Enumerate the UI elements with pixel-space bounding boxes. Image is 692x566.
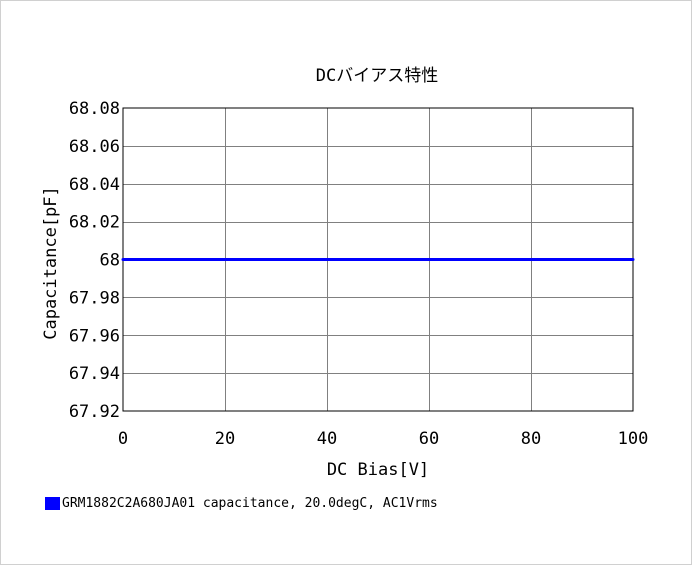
data-point: [325, 258, 329, 261]
grid-lines: [123, 108, 633, 411]
y-tick-label: 67.98: [69, 288, 120, 308]
x-tick-label: 100: [618, 429, 649, 449]
y-tick-label: 67.92: [69, 402, 120, 422]
x-tick-label: 20: [215, 429, 235, 449]
x-axis-ticks: 0 20 40 60 80 100: [118, 429, 648, 449]
data-point: [376, 258, 380, 261]
x-tick-label: 60: [419, 429, 439, 449]
x-tick-label: 80: [521, 429, 541, 449]
data-point: [529, 258, 533, 261]
data-point: [274, 258, 278, 261]
y-axis-label: Capacitance[pF]: [41, 186, 61, 340]
y-tick-label: 68.04: [69, 175, 120, 195]
chart-title: DCバイアス特性: [316, 66, 438, 86]
series-layer: [121, 258, 635, 261]
data-point: [223, 258, 227, 261]
data-point: [631, 258, 635, 261]
legend: GRM1882C2A680JA01 capacitance, 20.0degC,…: [45, 496, 438, 511]
x-tick-label: 0: [118, 429, 128, 449]
legend-label: GRM1882C2A680JA01 capacitance, 20.0degC,…: [62, 496, 438, 511]
data-point: [580, 258, 584, 261]
y-tick-label: 68.08: [69, 99, 120, 119]
data-point: [121, 258, 125, 261]
data-point: [427, 258, 431, 261]
data-point: [478, 258, 482, 261]
x-tick-label: 40: [317, 429, 337, 449]
y-tick-label: 68: [100, 251, 120, 271]
legend-swatch-icon: [45, 497, 60, 510]
data-point: [172, 258, 176, 261]
y-tick-label: 68.02: [69, 213, 120, 233]
y-tick-label: 67.96: [69, 326, 120, 346]
y-axis-ticks: 67.92 67.94 67.96 67.98 68 68.02 68.04 68.06 68.…: [69, 99, 120, 422]
x-axis-label: DC Bias[V]: [327, 460, 429, 480]
y-tick-label: 68.06: [69, 137, 120, 157]
y-tick-label: 67.94: [69, 364, 120, 384]
